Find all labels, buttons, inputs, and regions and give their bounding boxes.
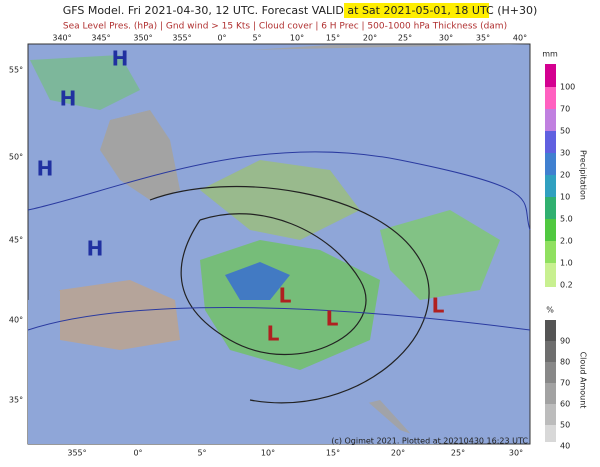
- color-swatch: [545, 241, 556, 263]
- color-swatch: [545, 362, 556, 383]
- cloud-unit: %: [546, 306, 554, 315]
- longitude-label: 5°: [252, 34, 261, 43]
- color-swatch: [545, 87, 556, 109]
- color-swatch: [545, 404, 556, 425]
- cloud-label: 40: [560, 442, 570, 451]
- longitude-label: 30°: [509, 449, 523, 458]
- precip-area-east: [380, 210, 500, 300]
- color-swatch: [545, 64, 556, 87]
- color-swatch: [545, 425, 556, 442]
- map: [27, 43, 531, 445]
- longitude-label: 20°: [391, 449, 405, 458]
- valid-time: Sat 2021-05-01, 18 UTC: [362, 4, 494, 17]
- precip-label: 30: [560, 149, 570, 158]
- color-swatch: [545, 383, 556, 404]
- high-pressure: H: [112, 47, 129, 71]
- iberia: [60, 280, 180, 350]
- high-pressure: H: [37, 157, 54, 181]
- cloud-area-north: [30, 55, 140, 110]
- cloud-label: 70: [560, 379, 570, 388]
- longitude-label: 350°: [133, 34, 152, 43]
- color-swatch: [545, 197, 556, 219]
- longitude-label: 0°: [217, 34, 226, 43]
- longitude-label: 35°: [476, 34, 490, 43]
- color-swatch: [545, 131, 556, 153]
- color-swatch: [545, 320, 556, 341]
- isobar: [180, 213, 367, 356]
- longitude-label: 15°: [326, 34, 340, 43]
- precip-label: 70: [560, 105, 570, 114]
- color-swatch: [545, 109, 556, 131]
- title: GFS Model. Fri 2021-04-30, 12 UTC. Forec…: [63, 4, 538, 17]
- precip-label: 50: [560, 127, 570, 136]
- latitude-label: 50°: [9, 153, 23, 162]
- britain: [100, 110, 180, 200]
- precip-label: 2.0: [560, 237, 573, 246]
- precip-label: 20: [560, 171, 570, 180]
- longitude-label: 25°: [451, 449, 465, 458]
- precip-colorbar: [545, 64, 556, 287]
- isobar: [149, 185, 430, 404]
- low-pressure: L: [267, 322, 280, 346]
- latitude-label: 55°: [9, 66, 23, 75]
- longitude-label: 0°: [133, 449, 142, 458]
- precip-title: Precipitation: [579, 150, 588, 200]
- thickness-line: [27, 151, 531, 231]
- longitude-label: 20°: [363, 34, 377, 43]
- thickness-line: [27, 307, 531, 331]
- precip-unit: mm: [542, 50, 558, 59]
- precip-label: 0.2: [560, 281, 573, 290]
- cloud-label: 60: [560, 400, 570, 409]
- cloud-colorbar: [545, 320, 556, 442]
- cloud-label: 50: [560, 421, 570, 430]
- color-swatch: [545, 341, 556, 362]
- longitude-label: 15°: [326, 449, 340, 458]
- color-swatch: [545, 153, 556, 175]
- low-pressure: L: [326, 307, 339, 331]
- high-pressure: H: [87, 237, 104, 261]
- precip-label: 1.0: [560, 259, 573, 268]
- latitude-label: 35°: [9, 396, 23, 405]
- longitude-label: 355°: [172, 34, 191, 43]
- longitude-label: 355°: [67, 449, 86, 458]
- title-main: GFS Model. Fri 2021-04-30, 12 UTC. Forec…: [63, 4, 359, 17]
- high-pressure: H: [60, 87, 77, 111]
- longitude-label: 340°: [52, 34, 71, 43]
- longitude-label: 10°: [261, 449, 275, 458]
- cloud-label: 90: [560, 337, 570, 346]
- latitude-label: 40°: [9, 316, 23, 325]
- longitude-label: 345°: [91, 34, 110, 43]
- longitude-label: 25°: [398, 34, 412, 43]
- color-swatch: [545, 175, 556, 197]
- longitude-label: 10°: [290, 34, 304, 43]
- lead-time: (H+30): [497, 4, 537, 17]
- latitude-label: 45°: [9, 236, 23, 245]
- precip-label: 5.0: [560, 215, 573, 224]
- valid-highlight: [344, 3, 489, 18]
- color-swatch: [545, 219, 556, 241]
- cloud-area: [200, 160, 360, 240]
- longitude-label: 5°: [197, 449, 206, 458]
- longitude-label: 30°: [439, 34, 453, 43]
- longitude-label: 40°: [513, 34, 527, 43]
- low-pressure: L: [279, 284, 292, 308]
- cloud-title: Cloud Amount: [579, 352, 588, 409]
- credit: (c) Ogimet 2021. Plotted at 20210430 16:…: [331, 437, 528, 446]
- color-swatch: [545, 263, 556, 287]
- cloud-label: 80: [560, 358, 570, 367]
- precip-label: 100: [560, 83, 575, 92]
- heavy-precip: [225, 262, 290, 300]
- low-pressure: L: [432, 294, 445, 318]
- subtitle: Sea Level Pres. (hPa) | Gnd wind > 15 Kt…: [63, 22, 507, 32]
- precip-label: 10: [560, 193, 570, 202]
